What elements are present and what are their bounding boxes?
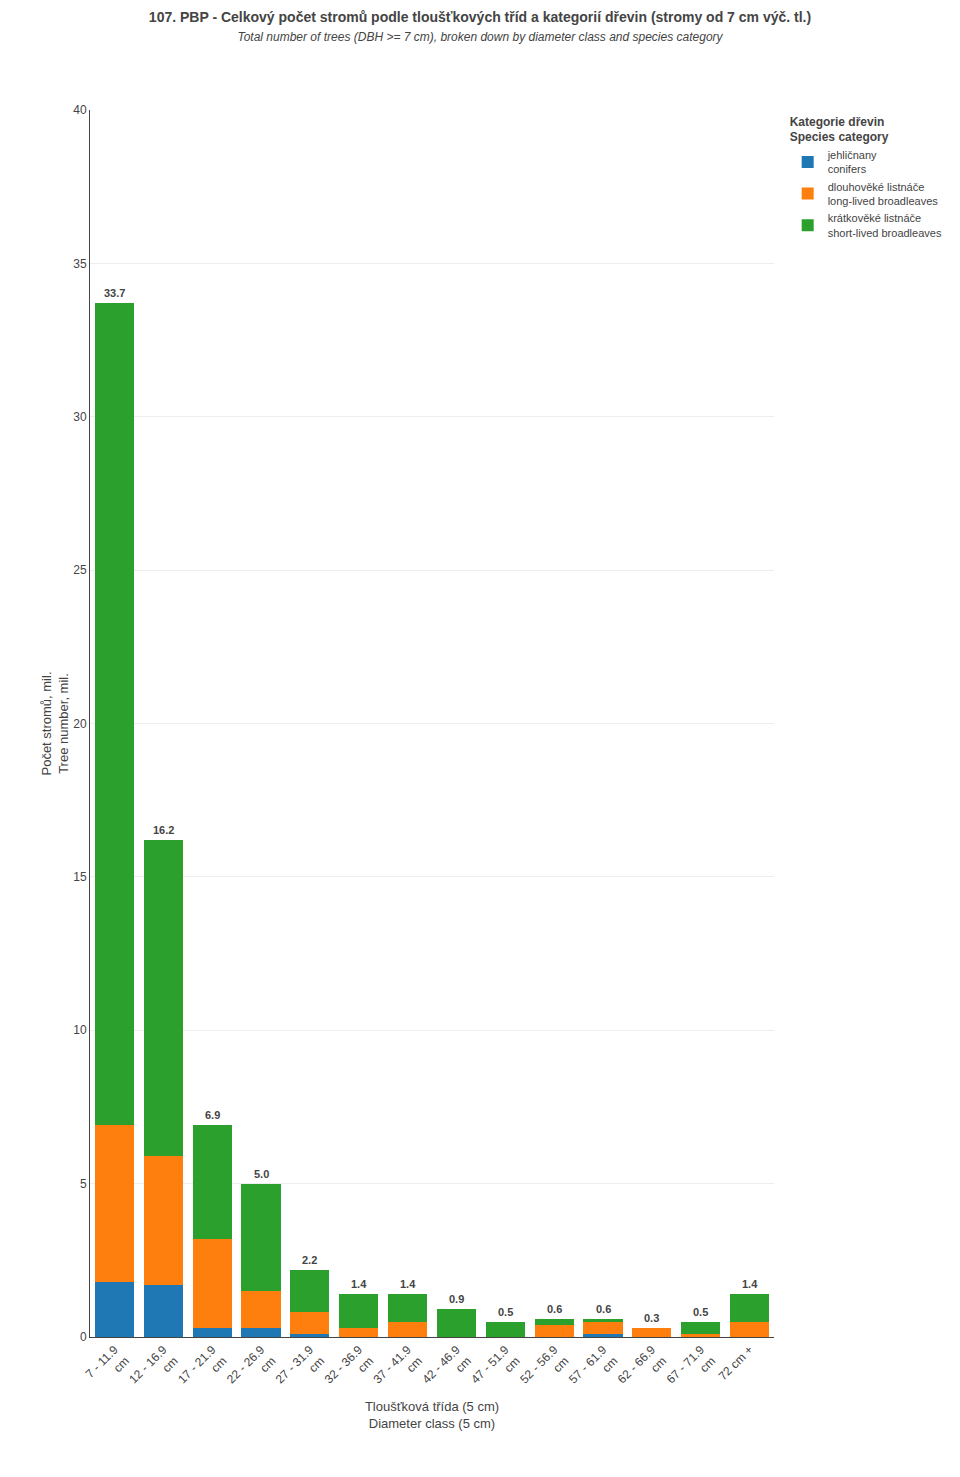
svg-text:Tloušťková třída (5 cm)Diamete: Tloušťková třída (5 cm)Diameter class (5… [365, 1399, 499, 1431]
svg-text:72 cm +: 72 cm + [716, 1343, 756, 1383]
svg-text:12 - 16.9cm: 12 - 16.9cm [126, 1343, 181, 1398]
svg-text:5: 5 [80, 1177, 87, 1191]
svg-text:5.0: 5.0 [254, 1168, 269, 1180]
svg-text:1.4: 1.4 [742, 1278, 758, 1290]
svg-text:Počet stromů, mil.Tree number,: Počet stromů, mil.Tree number, mil. [39, 671, 71, 775]
svg-text:42 - 46.9cm: 42 - 46.9cm [419, 1343, 474, 1398]
svg-text:52 - 56.9cm: 52 - 56.9cm [517, 1343, 572, 1398]
svg-text:40: 40 [73, 103, 87, 117]
svg-text:32 - 36.9cm: 32 - 36.9cm [322, 1343, 377, 1398]
svg-text:16.2: 16.2 [153, 824, 174, 836]
svg-text:37 - 41.9cm: 37 - 41.9cm [371, 1343, 426, 1398]
svg-text:67 - 71.9cm: 67 - 71.9cm [664, 1343, 719, 1398]
svg-text:33.7: 33.7 [104, 287, 125, 299]
svg-text:dlouhověké listnáčelong-lived: dlouhověké listnáčelong-lived broadleave… [828, 181, 939, 207]
svg-text:1.4: 1.4 [351, 1278, 367, 1290]
svg-text:krátkověké listnáčeshort-lived: krátkověké listnáčeshort-lived broadleav… [828, 212, 942, 238]
svg-text:0: 0 [80, 1330, 87, 1344]
svg-text:15: 15 [73, 870, 87, 884]
svg-text:0.3: 0.3 [644, 1312, 659, 1324]
svg-text:7 - 11.9cm: 7 - 11.9cm [83, 1343, 132, 1392]
svg-text:57 - 61.9cm: 57 - 61.9cm [566, 1343, 621, 1398]
svg-text:107. PBP - Celkový počet strom: 107. PBP - Celkový počet stromů podle tl… [149, 9, 811, 43]
svg-text:0.9: 0.9 [449, 1293, 464, 1305]
svg-text:1.4: 1.4 [400, 1278, 416, 1290]
svg-text:0.6: 0.6 [596, 1303, 611, 1315]
svg-text:Kategorie dřevinSpecies catego: Kategorie dřevinSpecies category [790, 115, 889, 145]
svg-text:35: 35 [73, 257, 87, 271]
svg-text:20: 20 [73, 717, 87, 731]
svg-text:17 - 21.9cm: 17 - 21.9cm [175, 1343, 230, 1398]
svg-text:47 - 51.9cm: 47 - 51.9cm [468, 1343, 523, 1398]
svg-text:22 - 26.9cm: 22 - 26.9cm [224, 1343, 279, 1398]
svg-text:6.9: 6.9 [205, 1109, 220, 1121]
svg-text:10: 10 [73, 1023, 87, 1037]
svg-text:0.5: 0.5 [693, 1306, 708, 1318]
svg-text:30: 30 [73, 410, 87, 424]
svg-text:62 - 66.9cm: 62 - 66.9cm [615, 1343, 670, 1398]
svg-text:25: 25 [73, 563, 87, 577]
svg-text:2.2: 2.2 [302, 1254, 317, 1266]
svg-text:27 - 31.9cm: 27 - 31.9cm [273, 1343, 328, 1398]
svg-text:0.6: 0.6 [547, 1303, 562, 1315]
svg-text:0.5: 0.5 [498, 1306, 513, 1318]
svg-text:jehličnanyconifers: jehličnanyconifers [827, 149, 877, 175]
